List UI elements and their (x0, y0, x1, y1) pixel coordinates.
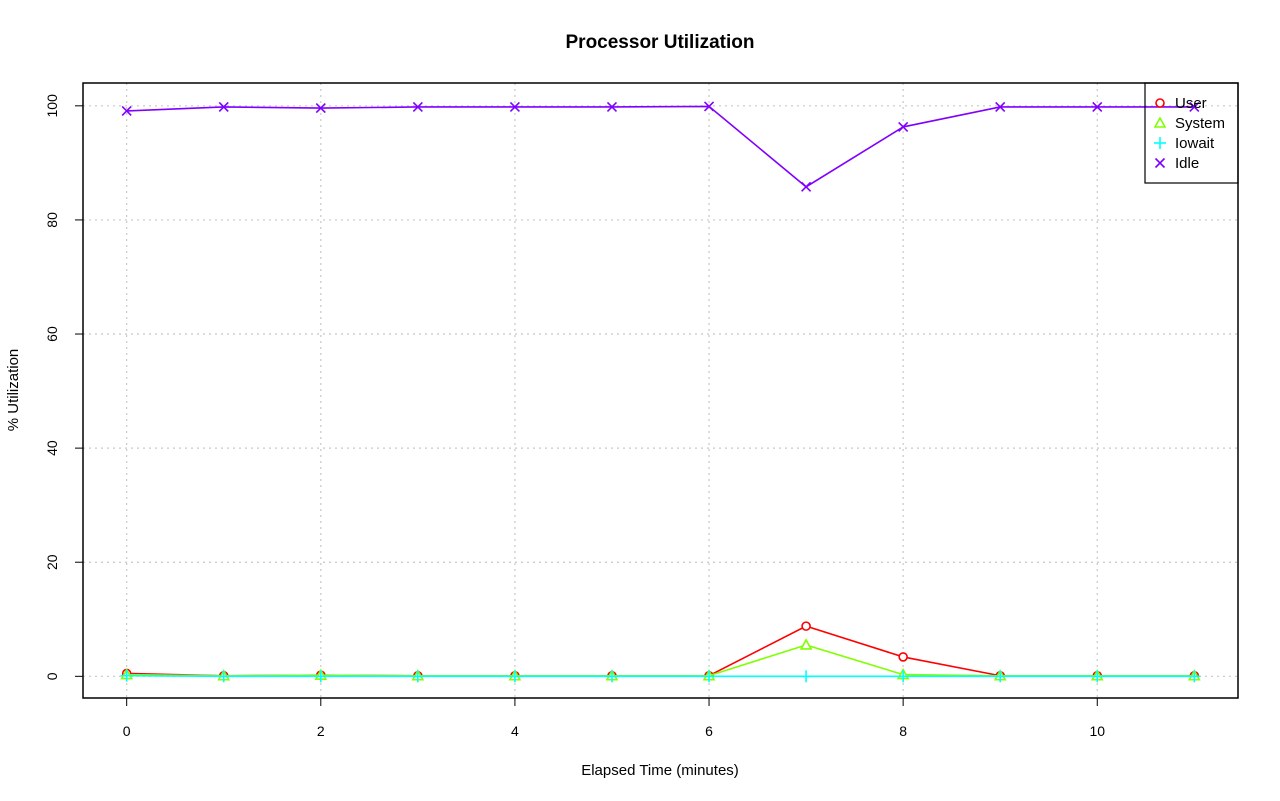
data-point-iowait (120, 669, 133, 682)
data-point-idle-shape (801, 181, 812, 192)
data-point-idle (1189, 101, 1200, 113)
legend-marker-system-shape (1153, 116, 1167, 128)
data-point-idle (218, 101, 229, 113)
legend-box (1144, 82, 1239, 184)
data-point-idle-shape (218, 101, 229, 113)
y-tick-label: 60 (44, 326, 60, 342)
data-point-iowait (605, 670, 618, 683)
data-point-idle-shape (1092, 101, 1103, 113)
legend-label-idle: Idle (1175, 155, 1199, 172)
data-point-idle-shape (315, 103, 326, 114)
data-point-idle (315, 103, 326, 114)
data-point-iowait (703, 670, 716, 683)
legend-marker-iowait (1154, 137, 1166, 149)
data-point-idle (121, 105, 132, 117)
legend-marker-idle-shape (1154, 157, 1166, 169)
data-point-iowait (897, 670, 910, 683)
data-point-idle-shape (898, 121, 909, 132)
data-point-user-shape (898, 652, 908, 662)
legend-item-idle: Idle (1154, 155, 1199, 172)
legend-item-system: System (1153, 115, 1225, 132)
data-point-iowait (314, 670, 327, 683)
legend-item-iowait: Iowait (1154, 135, 1215, 152)
data-point-idle-shape (606, 101, 618, 113)
data-point-idle (995, 101, 1006, 113)
data-point-user-shape (801, 621, 811, 631)
legend-marker-user-shape (1155, 98, 1165, 108)
series-idle (121, 101, 1200, 192)
legend-marker-idle (1154, 157, 1166, 169)
data-point-user (801, 621, 811, 631)
legend-marker-system (1153, 116, 1167, 128)
y-axis: 0 20 40 60 80 100 (44, 94, 83, 680)
data-point-system-shape (799, 638, 813, 650)
series-layer (120, 101, 1201, 683)
legend-label-user: User (1175, 95, 1207, 112)
legend-marker-user (1155, 98, 1165, 108)
series-system (120, 638, 1201, 681)
y-tick-label: 40 (44, 440, 60, 456)
data-point-idle-shape (995, 101, 1006, 113)
data-point-idle-shape (121, 105, 132, 117)
data-point-idle (801, 181, 812, 192)
legend-label-system: System (1175, 115, 1225, 132)
y-tick-label: 100 (44, 94, 60, 118)
data-point-iowait (217, 670, 230, 683)
series-iowait (120, 669, 1201, 683)
series-line-idle (126, 105, 1195, 188)
y-tick-label: 0 (44, 672, 60, 680)
data-point-idle (703, 101, 715, 112)
x-tick-label: 4 (511, 723, 519, 739)
chart-title: Processor Utilization (566, 32, 755, 53)
data-point-iowait (1091, 670, 1104, 683)
series-user (121, 621, 1200, 681)
x-tick-label: 8 (899, 723, 907, 739)
y-tick-label: 80 (44, 212, 60, 228)
series-line-user (126, 625, 1195, 677)
data-point-idle (1092, 101, 1103, 113)
data-point-idle-shape (412, 101, 423, 113)
x-axis: 0 2 4 6 8 10 (123, 698, 1105, 739)
series-line-iowait (126, 674, 1195, 678)
data-point-iowait (800, 670, 813, 683)
data-point-iowait (1188, 670, 1201, 683)
data-point-idle (509, 101, 520, 113)
x-axis-label: Elapsed Time (minutes) (581, 762, 739, 779)
legend-label-iowait: Iowait (1175, 135, 1215, 152)
data-point-user (898, 652, 908, 662)
series-line-system (126, 644, 1195, 677)
y-axis-label: % Utilization (5, 349, 22, 432)
data-point-idle (898, 121, 909, 132)
data-point-idle (606, 101, 618, 113)
x-tick-label: 6 (705, 723, 713, 739)
x-tick-label: 2 (317, 723, 325, 739)
plot-frame (82, 82, 1239, 699)
grid (83, 83, 1238, 698)
data-point-idle-shape (1189, 101, 1200, 113)
data-point-idle (412, 101, 423, 113)
legend: User System Iowait Idle (1144, 82, 1239, 184)
data-point-iowait (411, 670, 424, 683)
data-point-idle-shape (703, 101, 715, 112)
data-point-iowait (508, 670, 521, 683)
x-tick-label: 0 (123, 723, 131, 739)
x-tick-label: 10 (1089, 723, 1105, 739)
y-tick-label: 20 (44, 554, 60, 570)
legend-item-user: User (1155, 95, 1207, 112)
data-point-idle-shape (509, 101, 520, 113)
data-point-iowait (994, 670, 1007, 683)
data-point-system (799, 638, 813, 650)
